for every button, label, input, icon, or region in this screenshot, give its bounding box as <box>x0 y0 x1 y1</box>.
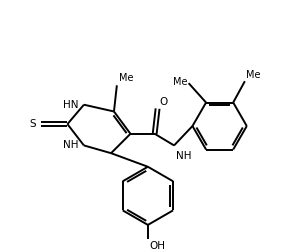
Text: Me: Me <box>119 73 133 83</box>
Text: S: S <box>30 119 36 129</box>
Text: OH: OH <box>150 241 166 251</box>
Text: HN: HN <box>63 100 78 110</box>
Text: Me: Me <box>173 77 188 87</box>
Text: O: O <box>160 97 168 107</box>
Text: NH: NH <box>176 151 192 161</box>
Text: Me: Me <box>246 70 260 80</box>
Text: NH: NH <box>63 140 78 150</box>
